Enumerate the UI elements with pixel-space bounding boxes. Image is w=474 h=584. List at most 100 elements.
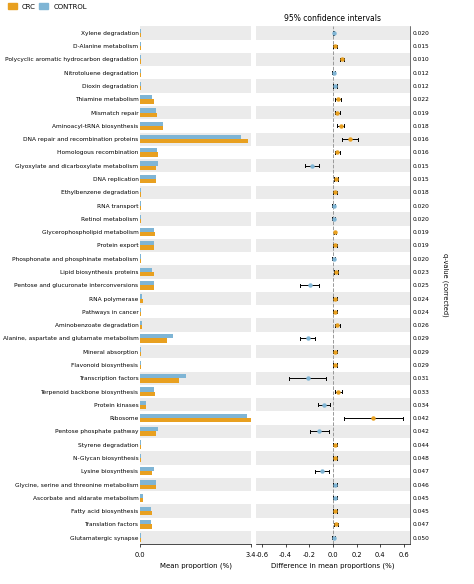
Bar: [140, 312, 141, 316]
Bar: [140, 298, 143, 303]
Bar: [140, 86, 141, 91]
Bar: [256, 146, 410, 159]
Bar: [140, 252, 251, 265]
Bar: [140, 412, 251, 425]
Bar: [140, 308, 141, 312]
Bar: [140, 68, 141, 73]
Bar: [256, 318, 410, 332]
Bar: [140, 440, 141, 444]
Bar: [140, 414, 247, 418]
Bar: [256, 332, 410, 345]
Y-axis label: q-value (corrected): q-value (corrected): [442, 253, 449, 317]
Bar: [140, 26, 251, 40]
Bar: [140, 73, 141, 77]
Bar: [140, 385, 251, 398]
Bar: [256, 438, 410, 451]
Bar: [256, 465, 410, 478]
Bar: [140, 201, 141, 206]
Bar: [256, 79, 410, 93]
Bar: [140, 60, 141, 64]
Bar: [140, 66, 251, 79]
Bar: [256, 305, 410, 318]
Bar: [140, 55, 141, 60]
Bar: [140, 192, 141, 197]
Bar: [140, 241, 154, 245]
Bar: [140, 148, 157, 152]
Bar: [140, 387, 154, 391]
Bar: [256, 212, 410, 225]
Bar: [256, 186, 410, 199]
X-axis label: Mean proportion (%): Mean proportion (%): [160, 562, 231, 569]
Bar: [140, 152, 158, 157]
Bar: [256, 398, 410, 412]
Bar: [256, 252, 410, 265]
Bar: [140, 29, 141, 33]
Bar: [140, 106, 251, 119]
Bar: [140, 425, 251, 438]
Bar: [140, 405, 146, 409]
Bar: [256, 518, 410, 531]
Bar: [140, 444, 141, 449]
Bar: [140, 305, 251, 318]
Bar: [256, 172, 410, 186]
Bar: [256, 26, 410, 40]
Bar: [256, 359, 410, 371]
Bar: [140, 511, 152, 515]
Bar: [140, 451, 251, 465]
Bar: [140, 272, 154, 276]
Bar: [256, 425, 410, 438]
Bar: [256, 385, 410, 398]
Bar: [140, 294, 143, 298]
Bar: [140, 265, 251, 279]
Bar: [140, 42, 141, 46]
Bar: [140, 186, 251, 199]
Bar: [256, 478, 410, 491]
Bar: [140, 135, 241, 139]
Bar: [140, 159, 251, 172]
Bar: [140, 239, 251, 252]
Bar: [140, 245, 154, 250]
Bar: [140, 505, 251, 518]
Bar: [140, 478, 251, 491]
Legend: CRC, CONTROL: CRC, CONTROL: [8, 4, 87, 9]
Bar: [140, 133, 251, 146]
Bar: [140, 113, 157, 117]
Bar: [140, 175, 155, 179]
Bar: [256, 40, 410, 53]
Bar: [140, 225, 251, 239]
Bar: [256, 279, 410, 292]
Bar: [140, 259, 141, 263]
Bar: [140, 219, 141, 223]
Bar: [256, 505, 410, 518]
Bar: [140, 345, 251, 359]
Bar: [256, 53, 410, 66]
Bar: [256, 371, 410, 385]
Bar: [140, 391, 155, 396]
Bar: [256, 119, 410, 133]
Bar: [140, 378, 179, 383]
Bar: [256, 93, 410, 106]
Bar: [140, 93, 251, 106]
Bar: [256, 412, 410, 425]
X-axis label: Difference in mean proportions (%): Difference in mean proportions (%): [271, 562, 395, 569]
Bar: [256, 491, 410, 505]
Bar: [140, 524, 152, 529]
Bar: [256, 292, 410, 305]
Bar: [140, 139, 248, 144]
Bar: [140, 498, 143, 502]
Bar: [140, 325, 142, 329]
Bar: [140, 109, 155, 113]
Bar: [140, 507, 151, 511]
Bar: [140, 119, 251, 133]
Bar: [256, 265, 410, 279]
Bar: [256, 345, 410, 359]
Bar: [140, 199, 251, 212]
Bar: [140, 538, 141, 542]
Bar: [140, 321, 142, 325]
Bar: [140, 79, 251, 93]
Bar: [140, 418, 251, 422]
Bar: [140, 432, 156, 436]
Bar: [140, 232, 155, 237]
Bar: [140, 99, 154, 103]
Bar: [140, 267, 152, 272]
